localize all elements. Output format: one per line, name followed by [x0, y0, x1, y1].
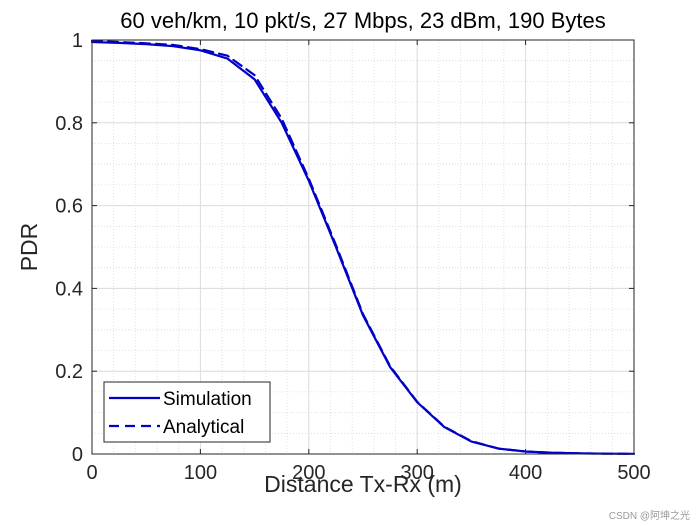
series-layer [90, 39, 636, 455]
chart-title: 60 veh/km, 10 pkt/s, 27 Mbps, 23 dBm, 19… [120, 8, 605, 33]
legend-simulation-label: Simulation [163, 389, 252, 410]
legend-analytical-label: Analytical [163, 417, 244, 438]
x-tick-label: 0 [86, 462, 97, 484]
x-tick-label: 200 [292, 462, 325, 484]
x-axis-label: Distance Tx-Rx (m) [264, 471, 462, 497]
y-tick-label: 0.2 [55, 361, 83, 383]
y-tick-label: 0 [72, 444, 83, 466]
y-tick-label: 0.6 [55, 196, 83, 218]
tick-marks [91, 39, 635, 455]
y-tick-label: 0.8 [55, 113, 83, 135]
series-line-analytical [90, 39, 636, 455]
legend: Simulation Analytical [103, 381, 271, 443]
x-tick-label: 300 [401, 462, 434, 484]
x-tick-label: 500 [617, 462, 650, 484]
watermark-text: CSDN @阿坤之光 [609, 509, 690, 522]
y-tick-label: 1 [72, 30, 83, 52]
x-tick-labels: 0 100 200 300 400 500 [86, 462, 650, 484]
y-tick-labels: 0 0.2 0.4 0.6 0.8 1 [55, 30, 83, 466]
legend-box [103, 381, 271, 443]
axes-box [91, 39, 635, 455]
y-tick-label: 0.4 [55, 278, 83, 300]
y-axis-label: PDR [16, 223, 42, 272]
x-tick-label: 400 [509, 462, 542, 484]
x-tick-label: 100 [184, 462, 217, 484]
